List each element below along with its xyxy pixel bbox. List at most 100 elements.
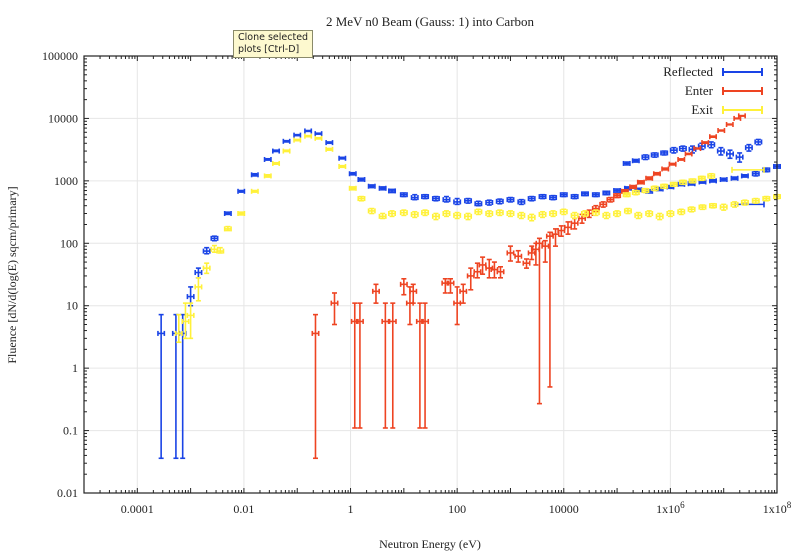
data-point: [688, 178, 697, 184]
data-point: [517, 211, 526, 220]
legend-item-exit: Exit: [691, 102, 763, 117]
data-point: [634, 211, 643, 220]
data-point: [399, 277, 408, 296]
data-point: [186, 302, 195, 340]
legend-item-enter: Enter: [685, 83, 763, 98]
data-point: [314, 131, 323, 137]
data-point: [381, 302, 390, 429]
data-point: [293, 132, 302, 138]
data-point: [464, 197, 473, 204]
x-tick-label: 1: [348, 502, 354, 516]
data-point: [660, 150, 669, 156]
series-exit: [174, 133, 782, 344]
data-point: [442, 210, 451, 218]
data-point: [645, 175, 654, 181]
data-point: [678, 179, 687, 186]
data-point: [421, 209, 430, 217]
legend-swatch: [722, 68, 763, 76]
data-point: [623, 207, 632, 215]
data-point: [708, 134, 717, 140]
y-tick-label: 10: [66, 299, 78, 313]
data-point: [325, 140, 334, 146]
data-point: [453, 211, 462, 220]
data-point: [495, 209, 504, 217]
legend-label: Exit: [691, 102, 713, 117]
data-point: [421, 302, 430, 429]
data-point: [650, 152, 659, 158]
data-point: [338, 163, 347, 169]
data-point: [388, 210, 397, 218]
ticks: 0.0001 0.01 1 100 10000 1x106 1x10810000010000…: [42, 49, 792, 516]
data-point: [650, 185, 659, 192]
data-point: [506, 245, 515, 262]
data-point: [338, 155, 347, 161]
data-point: [740, 173, 749, 179]
data-point: [157, 313, 166, 460]
data-point: [282, 148, 291, 154]
data-point: [348, 171, 357, 177]
data-point: [478, 256, 487, 275]
x-tick-label-base: 1: [348, 502, 354, 516]
data-point: [210, 235, 219, 242]
data-point: [661, 166, 670, 172]
data-point: [570, 193, 579, 200]
data-point: [570, 217, 579, 230]
data-point: [216, 246, 225, 254]
data-point: [645, 210, 654, 218]
data-point: [735, 152, 744, 163]
data-point: [549, 210, 558, 218]
data-point: [367, 183, 376, 189]
data-point: [701, 140, 710, 146]
data-point: [311, 313, 320, 460]
data-point: [237, 210, 246, 216]
data-point: [527, 213, 536, 222]
data-point: [602, 211, 611, 220]
series-layer: [157, 113, 782, 460]
data-point: [707, 172, 716, 180]
data-point: [388, 188, 397, 194]
data-point: [655, 212, 664, 221]
data-point: [223, 210, 232, 216]
data-point: [272, 160, 281, 166]
series-reflected: [157, 128, 782, 460]
data-point: [730, 175, 739, 181]
data-point: [751, 170, 760, 177]
data-point: [506, 210, 515, 218]
data-point: [293, 137, 302, 143]
x-tick-label: 100: [448, 502, 466, 516]
data-point: [223, 225, 232, 232]
data-point: [677, 208, 686, 216]
data-point: [378, 212, 387, 220]
data-point: [613, 188, 622, 194]
data-point: [466, 267, 475, 291]
data-point: [202, 246, 211, 255]
data-point: [538, 210, 547, 219]
x-tick-label: 0.01: [233, 502, 254, 516]
data-point: [250, 172, 259, 178]
data-point: [613, 210, 622, 218]
data-point: [263, 173, 272, 179]
series-enter: [311, 113, 746, 460]
axes: [83, 55, 778, 494]
data-point: [541, 239, 550, 263]
tooltip-clone-selected-plots: Clone selected plots [Ctrl-D]: [233, 30, 314, 58]
data-point: [330, 292, 339, 326]
data-point: [591, 192, 600, 198]
data-point: [517, 198, 526, 206]
data-point: [754, 138, 763, 146]
data-point: [490, 261, 499, 279]
data-point: [641, 187, 650, 194]
data-point: [708, 178, 717, 184]
data-point: [272, 148, 281, 154]
data-point: [314, 135, 323, 141]
data-point: [431, 212, 440, 221]
data-point: [474, 208, 483, 216]
y-tick-label: 0.1: [63, 424, 78, 438]
data-point: [527, 245, 536, 261]
data-point: [442, 195, 451, 203]
data-point: [677, 156, 686, 162]
data-point: [421, 193, 430, 200]
data-point: [606, 196, 615, 203]
legend-item-reflected: Reflected: [663, 64, 763, 79]
